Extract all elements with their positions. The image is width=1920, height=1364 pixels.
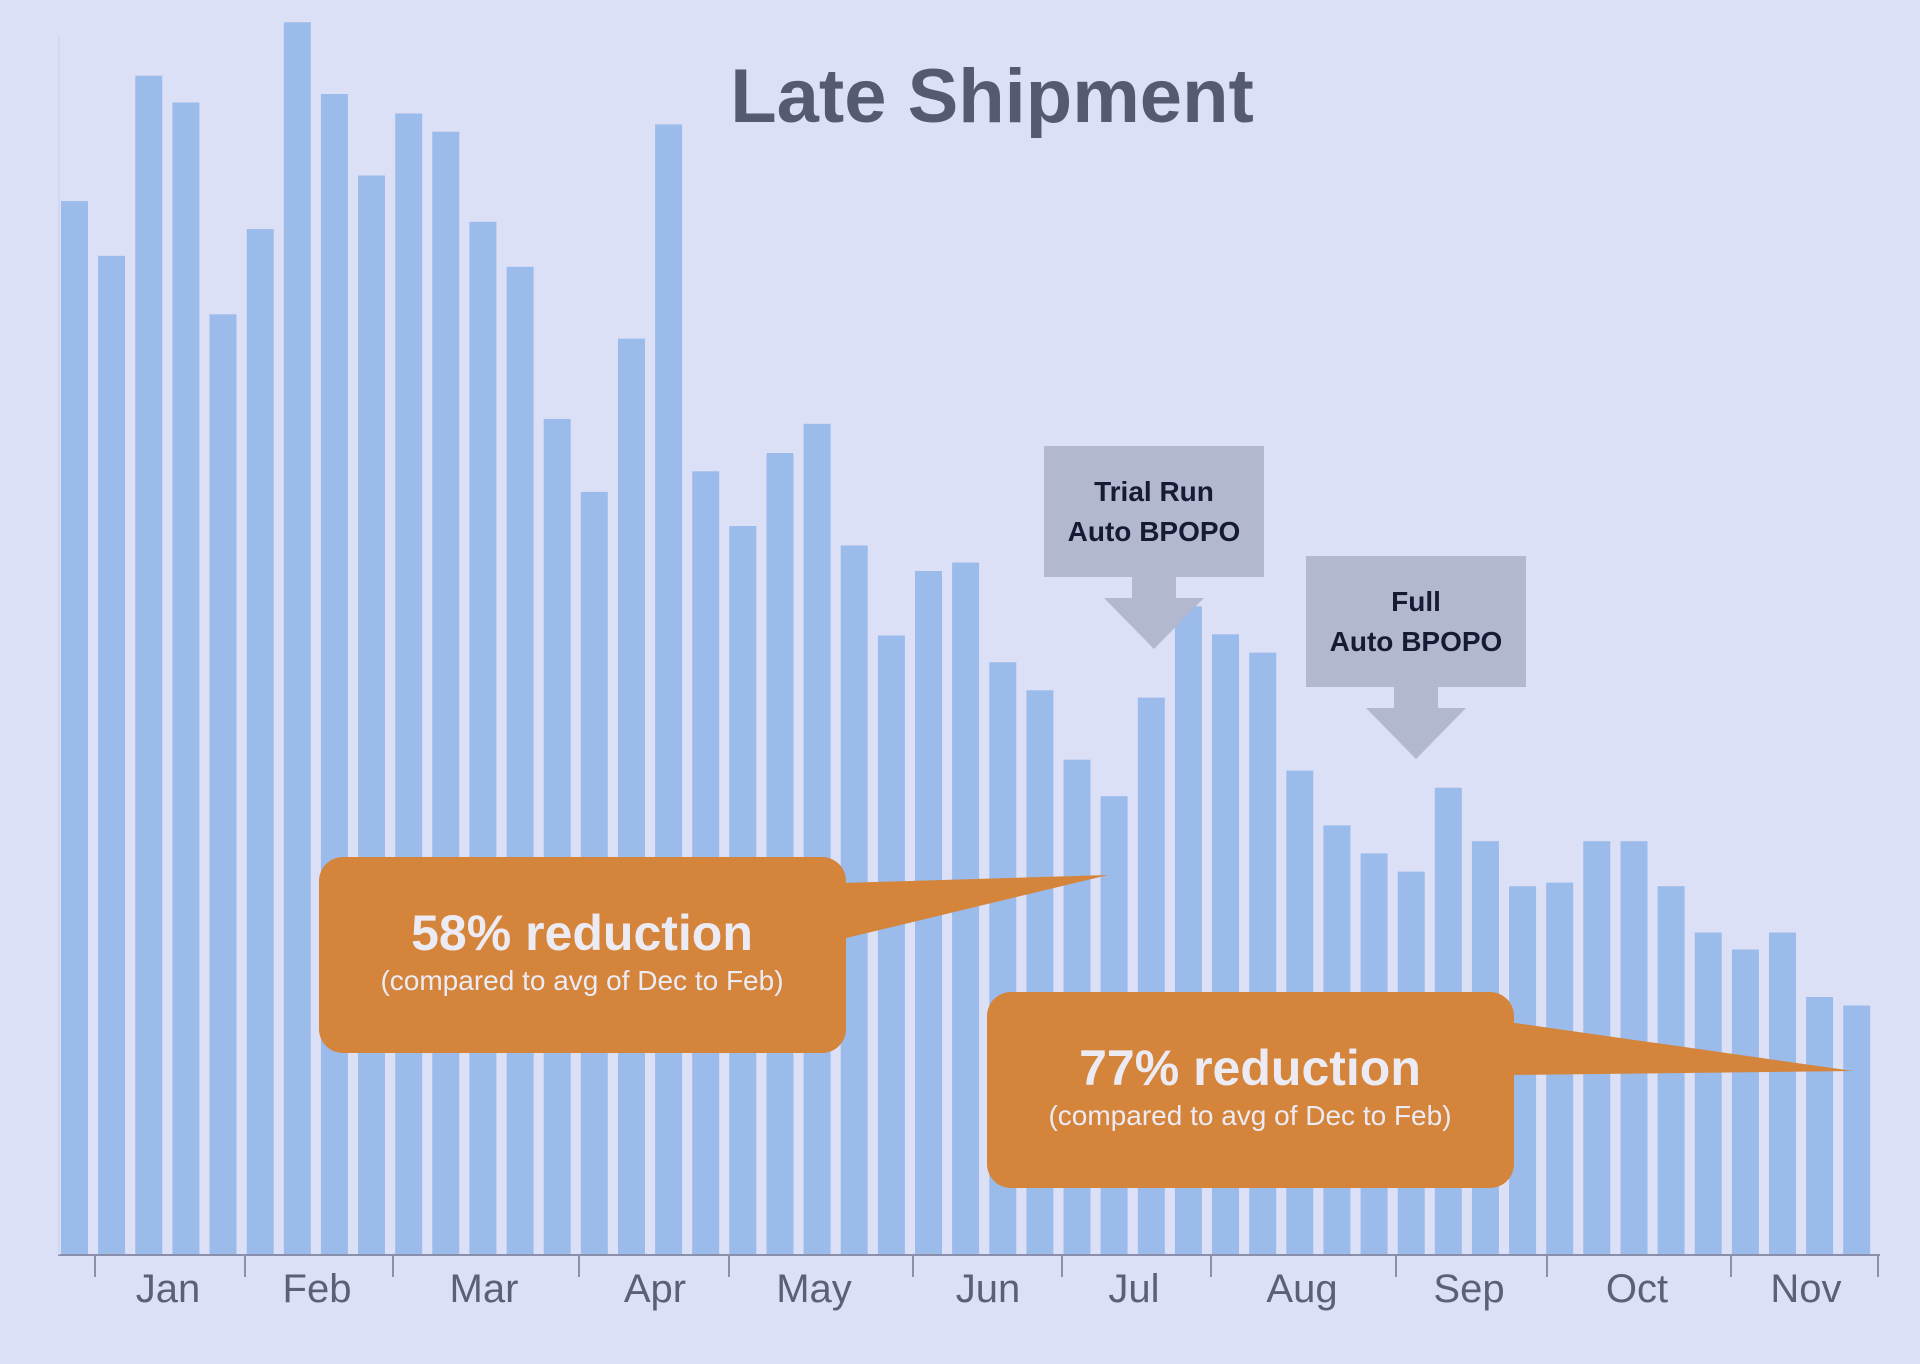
bar: [543, 418, 571, 1255]
callout-headline: 58% reduction: [411, 905, 753, 961]
bar: [320, 94, 348, 1255]
callout-box: [987, 992, 1514, 1188]
x-tick-label: Mar: [450, 1267, 519, 1311]
down-arrow-icon: [1366, 687, 1466, 759]
bar: [98, 255, 126, 1256]
bar: [246, 229, 274, 1256]
callout-pointer: [1508, 1022, 1853, 1075]
marker-label: Auto BPOPO: [1068, 516, 1241, 547]
bar: [803, 423, 831, 1255]
bar: [469, 221, 497, 1255]
bar: [432, 131, 460, 1256]
callout-pointer: [842, 875, 1108, 939]
bar: [61, 201, 88, 1256]
callout-subtext: (compared to avg of Dec to Feb): [1048, 1100, 1451, 1131]
x-tick-label: May: [776, 1267, 852, 1311]
marker-label: Full: [1391, 586, 1441, 617]
bar: [766, 453, 794, 1255]
bar: [1731, 949, 1759, 1255]
bpopo-marker: Full Auto BPOPO: [1306, 556, 1526, 759]
x-tick-label: Nov: [1770, 1267, 1841, 1311]
down-arrow-icon: [1104, 577, 1204, 649]
bar: [209, 314, 237, 1255]
bar: [1806, 997, 1834, 1255]
callout-box: [319, 857, 846, 1053]
marker-label: Trial Run: [1094, 476, 1214, 507]
marker-box: [1044, 446, 1264, 577]
x-tick-label: Sep: [1433, 1267, 1504, 1311]
marker-label: Auto BPOPO: [1330, 626, 1503, 657]
annotations: Trial Run Auto BPOPO Full Auto BPOPO 58% red…: [319, 446, 1853, 1188]
bar: [358, 175, 385, 1255]
bar: [172, 102, 200, 1255]
bar: [395, 113, 423, 1255]
x-tick-label: Jun: [956, 1267, 1021, 1311]
x-tick-label: Feb: [283, 1267, 352, 1311]
x-axis: Jan Feb Mar Apr May Jun Jul Aug Sep Oct Nov: [58, 36, 1880, 1311]
bar: [877, 635, 905, 1255]
x-tick-label: Oct: [1606, 1267, 1668, 1311]
bar: [506, 266, 534, 1255]
marker-box: [1306, 556, 1526, 687]
x-tick-label: Aug: [1266, 1267, 1337, 1311]
bar: [283, 22, 311, 1256]
bar: [1769, 932, 1796, 1255]
x-tick-label: Apr: [624, 1267, 686, 1311]
bpopo-marker: Trial Run Auto BPOPO: [1044, 446, 1264, 649]
x-tick-label: Jul: [1108, 1267, 1159, 1311]
callout-headline: 77% reduction: [1079, 1040, 1421, 1096]
bar: [1843, 1005, 1871, 1255]
x-tick-label: Jan: [136, 1267, 201, 1311]
chart-title: Late Shipment: [730, 54, 1254, 139]
bar: [1694, 932, 1722, 1255]
callout-subtext: (compared to avg of Dec to Feb): [380, 965, 783, 996]
reduction-callout: 77% reduction (compared to avg of Dec to …: [987, 992, 1853, 1188]
bar: [135, 75, 163, 1256]
bar: [618, 338, 645, 1256]
reduction-callout: 58% reduction (compared to avg of Dec to …: [319, 857, 1108, 1053]
bar: [655, 124, 683, 1255]
